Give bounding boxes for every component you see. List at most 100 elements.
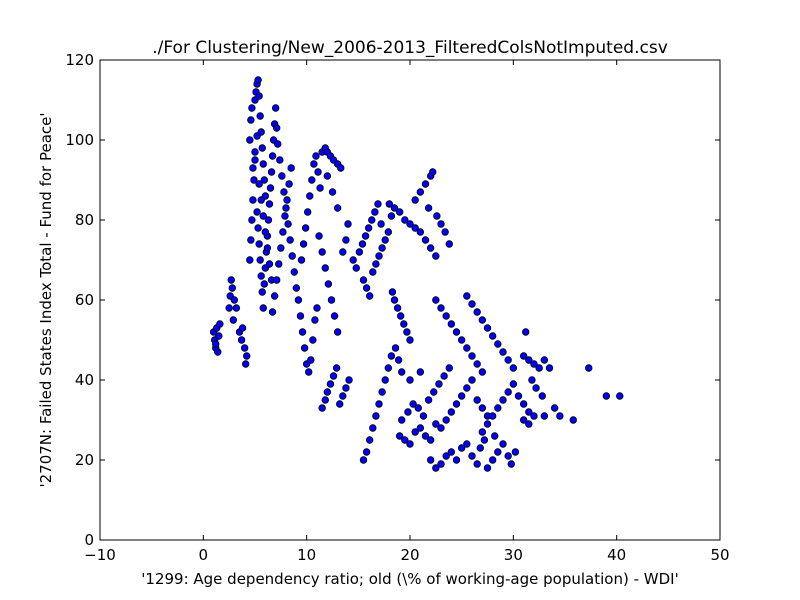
data-point — [280, 188, 288, 196]
data-point — [411, 428, 419, 436]
y-tick-label: 100 — [65, 131, 94, 149]
data-point — [268, 152, 277, 160]
data-point — [212, 340, 220, 348]
data-point — [602, 392, 611, 400]
data-point — [424, 204, 433, 212]
data-point — [274, 140, 282, 148]
data-point — [359, 276, 368, 284]
data-point — [416, 188, 425, 196]
data-point — [494, 340, 502, 348]
data-point — [246, 136, 254, 144]
data-point — [488, 412, 497, 420]
data-point — [330, 312, 339, 320]
data-point — [345, 376, 353, 384]
data-point — [473, 460, 481, 468]
data-point — [271, 104, 280, 112]
data-point — [307, 356, 315, 364]
data-point — [306, 192, 314, 200]
data-point — [283, 196, 291, 204]
data-point — [397, 312, 405, 320]
data-point — [432, 252, 440, 260]
data-point — [494, 404, 502, 412]
data-point — [230, 296, 239, 304]
data-point — [333, 204, 342, 212]
data-point — [318, 404, 326, 412]
data-point — [281, 212, 289, 220]
data-point — [406, 376, 414, 384]
data-point — [507, 460, 515, 468]
data-point — [372, 260, 380, 268]
data-point — [429, 168, 437, 176]
data-point — [468, 300, 476, 308]
data-point — [445, 364, 453, 372]
data-point — [372, 412, 380, 420]
data-point — [300, 344, 309, 352]
data-point — [369, 424, 377, 432]
plot-frame — [99, 59, 721, 541]
data-point — [216, 320, 224, 328]
data-point — [229, 316, 237, 324]
data-point — [228, 284, 236, 292]
data-point — [473, 308, 481, 316]
x-axis-label: '1299: Age dependency ratio; old (\% of … — [141, 570, 678, 588]
data-point — [339, 392, 347, 400]
data-point — [369, 268, 377, 276]
data-point — [288, 252, 296, 260]
data-point — [308, 176, 316, 184]
data-point — [411, 196, 419, 204]
data-point — [478, 368, 487, 376]
data-point — [400, 320, 408, 328]
data-point — [483, 464, 492, 472]
data-point — [292, 284, 301, 292]
data-point — [391, 344, 400, 352]
data-point — [457, 392, 466, 400]
data-point — [364, 224, 373, 232]
data-point — [240, 344, 249, 352]
data-point — [395, 432, 404, 440]
data-point — [371, 208, 379, 216]
data-point — [259, 304, 267, 312]
data-point — [452, 328, 461, 336]
data-point — [323, 388, 332, 396]
data-point — [468, 452, 476, 460]
data-point — [247, 236, 255, 244]
data-point — [432, 464, 440, 472]
data-point — [504, 388, 512, 396]
data-point — [387, 212, 396, 220]
data-point — [545, 364, 554, 372]
data-point — [384, 228, 392, 236]
data-point — [253, 132, 261, 140]
x-axis-ticks: −10 0 10 20 30 40 50 — [84, 60, 730, 564]
data-point — [509, 380, 518, 388]
data-point — [419, 412, 428, 420]
data-point — [381, 376, 389, 384]
data-point — [312, 152, 320, 160]
data-point — [253, 208, 261, 216]
data-point — [326, 380, 335, 388]
y-tick-label: 20 — [75, 451, 94, 469]
data-point — [421, 236, 430, 244]
data-point — [328, 188, 337, 196]
data-point — [336, 400, 344, 408]
data-point — [530, 360, 538, 368]
data-point — [279, 228, 287, 236]
data-point — [569, 416, 577, 424]
data-point — [254, 224, 262, 232]
data-point — [237, 336, 246, 344]
data-point — [445, 240, 453, 248]
data-point — [442, 452, 450, 460]
data-point — [528, 376, 536, 384]
data-point — [488, 332, 497, 340]
data-point — [421, 180, 430, 188]
data-point — [241, 360, 250, 368]
data-point — [339, 248, 347, 256]
data-point — [256, 112, 264, 120]
data-point — [550, 404, 559, 412]
data-point — [225, 304, 233, 312]
data-point — [264, 216, 273, 224]
data-point — [430, 388, 438, 396]
data-point — [366, 436, 374, 444]
data-point — [483, 420, 492, 428]
data-point — [265, 200, 274, 208]
data-point — [249, 164, 257, 172]
